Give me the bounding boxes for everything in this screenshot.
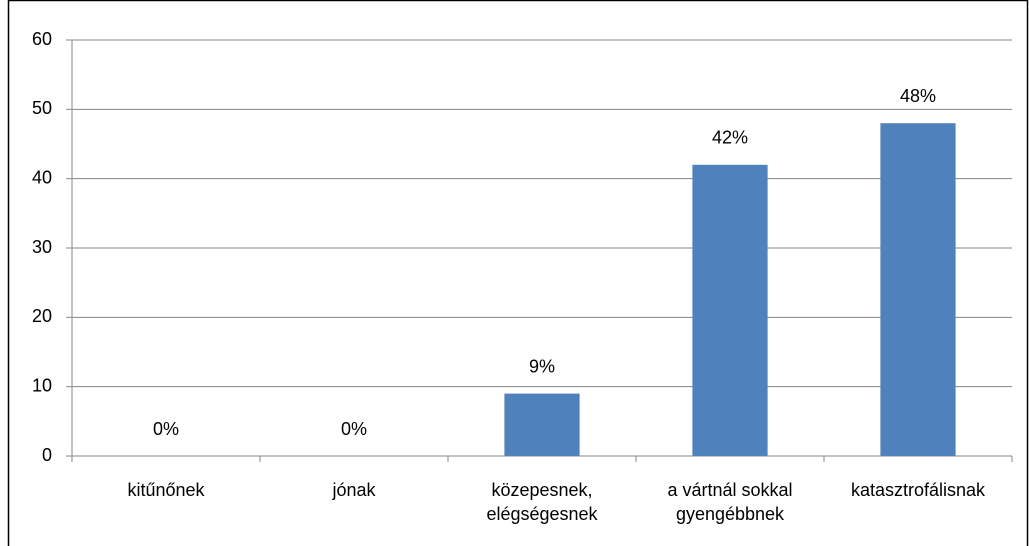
bar — [692, 164, 768, 457]
y-tick-label: 60 — [32, 29, 52, 49]
y-tick-label: 10 — [32, 375, 52, 395]
bar — [504, 393, 580, 456]
x-tick-label: közepesnek, elégségesnek — [486, 480, 598, 524]
x-tick-label: jónak — [332, 480, 376, 500]
data-label: 9% — [529, 356, 555, 376]
data-label: 48% — [900, 86, 936, 106]
y-tick-label: 30 — [32, 237, 52, 257]
data-label: 0% — [341, 419, 367, 439]
x-tick-label: kitűnőnek — [127, 480, 205, 500]
data-label: 0% — [153, 419, 179, 439]
y-tick-label: 40 — [32, 167, 52, 187]
y-tick-label: 0 — [42, 445, 52, 465]
y-tick-label: 50 — [32, 98, 52, 118]
x-tick-label: a vártnál sokkal gyengébbnek — [667, 480, 793, 524]
chart-border — [7, 0, 1029, 546]
bar — [880, 123, 956, 456]
data-label: 42% — [712, 128, 748, 148]
y-tick-label: 20 — [32, 306, 52, 326]
x-tick-label: katasztrofálisnak — [850, 480, 986, 500]
